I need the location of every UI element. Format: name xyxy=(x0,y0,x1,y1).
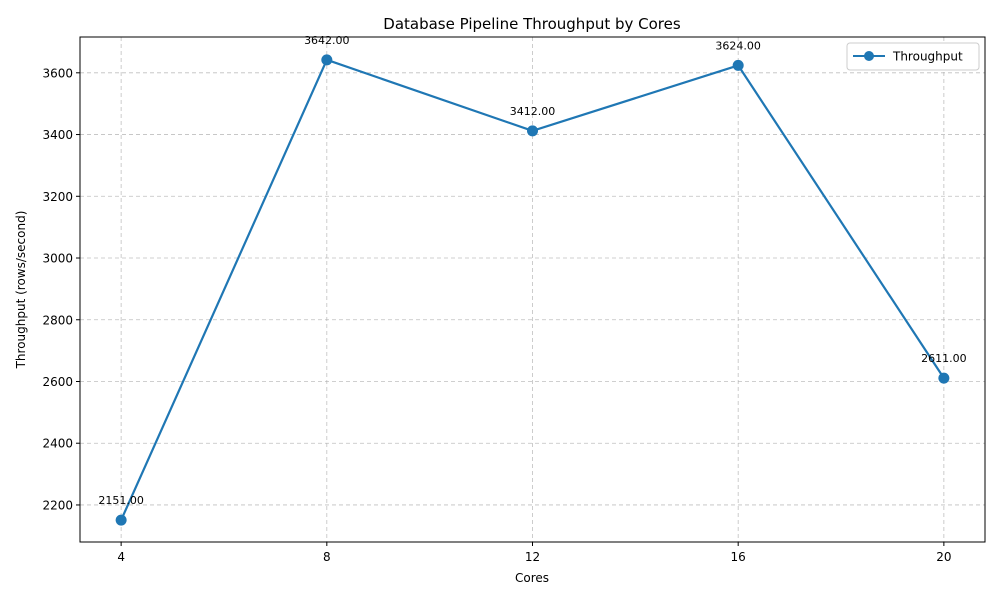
y-tick-label: 2400 xyxy=(42,437,73,451)
data-point xyxy=(321,54,333,66)
x-tick-label: 8 xyxy=(323,550,331,564)
y-tick-label: 2800 xyxy=(42,313,73,327)
data-point xyxy=(527,125,538,137)
legend-marker xyxy=(864,51,874,61)
data-label: 3412.00 xyxy=(510,105,556,118)
data-point xyxy=(115,514,127,526)
chart-title: Database Pipeline Throughput by Cores xyxy=(383,15,681,33)
series-throughput xyxy=(115,54,950,526)
legend-label: Throughput xyxy=(892,50,963,64)
x-tick-label: 4 xyxy=(117,550,125,564)
legend-box xyxy=(846,42,980,71)
data-label: 3642.00 xyxy=(304,34,350,47)
legend: Throughput xyxy=(846,42,980,71)
data-label: 3624.00 xyxy=(715,39,761,52)
x-axis-label: Cores xyxy=(515,571,549,585)
y-tick-label: 2200 xyxy=(42,498,73,512)
y-tick-label: 3000 xyxy=(42,252,73,266)
y-tick-label: 3600 xyxy=(42,66,73,80)
grid xyxy=(80,37,985,542)
data-point xyxy=(938,372,950,384)
x-tick-label: 20 xyxy=(936,550,951,564)
y-tick-label: 2600 xyxy=(42,375,73,389)
x-axis-ticks: 4 8 12 16 20 xyxy=(117,542,952,564)
y-tick-label: 3400 xyxy=(42,128,73,142)
plot-frame xyxy=(79,36,986,543)
x-tick-label: 12 xyxy=(525,550,540,564)
data-label: 2151.00 xyxy=(98,494,144,507)
x-tick-label: 16 xyxy=(731,550,746,564)
y-axis-label: Throughput (rows/second) xyxy=(14,211,28,370)
y-tick-label: 3200 xyxy=(42,190,73,204)
data-point xyxy=(732,59,744,71)
y-axis-ticks: 2200 2400 2600 2800 3000 3200 3400 3600 xyxy=(42,66,80,512)
data-label: 2611.00 xyxy=(921,352,967,365)
